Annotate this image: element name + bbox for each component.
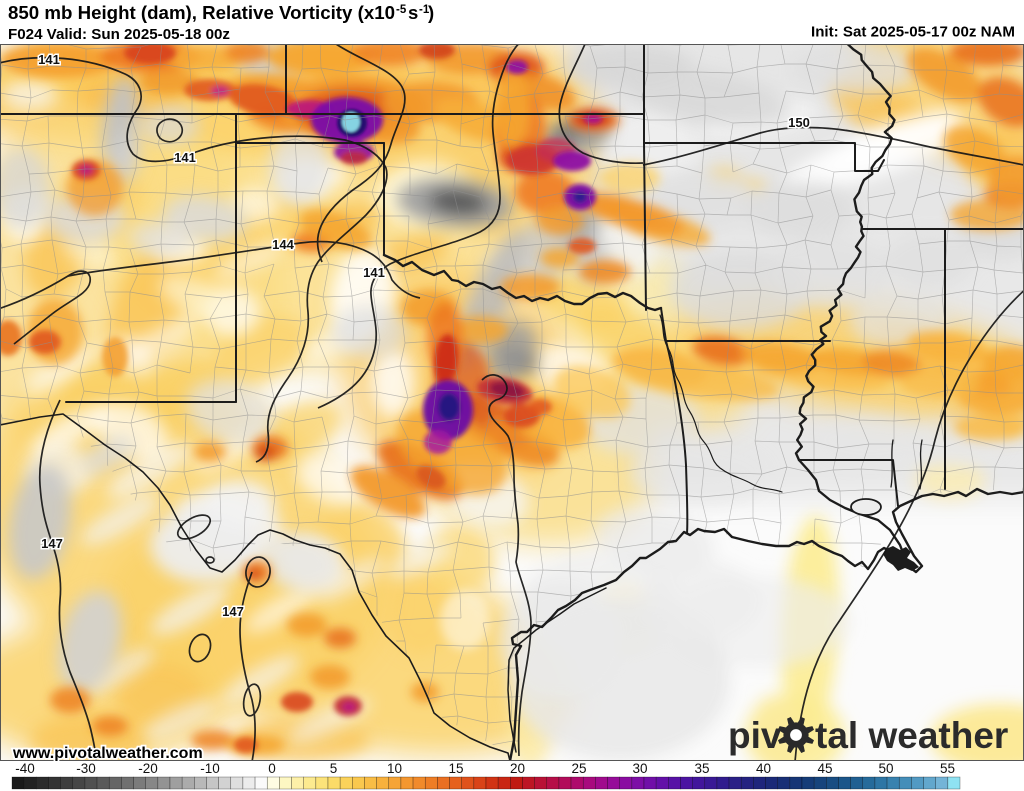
svg-text:F024 Valid: Sun 2025-05-18 00z: F024 Valid: Sun 2025-05-18 00z <box>8 27 230 43</box>
svg-text:55: 55 <box>940 761 955 776</box>
svg-text:20: 20 <box>510 761 525 776</box>
svg-text:30: 30 <box>632 761 647 776</box>
svg-text:-30: -30 <box>76 761 96 776</box>
svg-text:144: 144 <box>272 237 294 252</box>
svg-text:-5: -5 <box>396 4 407 16</box>
svg-text:5: 5 <box>330 761 338 776</box>
svg-text:piv: piv <box>728 715 782 756</box>
svg-text:10: 10 <box>387 761 402 776</box>
svg-text:0: 0 <box>268 761 276 776</box>
svg-text:150: 150 <box>788 115 810 130</box>
svg-text:141: 141 <box>38 52 60 67</box>
svg-text:-20: -20 <box>138 761 158 776</box>
svg-text:www.pivotalweather.com: www.pivotalweather.com <box>12 745 203 762</box>
svg-text:147: 147 <box>41 536 63 551</box>
svg-text:25: 25 <box>571 761 586 776</box>
svg-text:850 mb Height (dam), Relative: 850 mb Height (dam), Relative Vorticity … <box>8 2 395 23</box>
svg-text:-1: -1 <box>419 4 430 16</box>
svg-text:50: 50 <box>878 761 893 776</box>
svg-text:tal weather: tal weather <box>815 715 1008 756</box>
svg-text:Init: Sat 2025-05-17 00z NAM: Init: Sat 2025-05-17 00z NAM <box>811 25 1015 41</box>
svg-text:141: 141 <box>174 150 196 165</box>
svg-text:-10: -10 <box>200 761 220 776</box>
svg-text:): ) <box>428 2 434 23</box>
svg-text:141: 141 <box>363 265 385 280</box>
svg-text:35: 35 <box>694 761 709 776</box>
svg-text:15: 15 <box>448 761 463 776</box>
svg-text:40: 40 <box>756 761 771 776</box>
svg-text:s: s <box>408 2 418 23</box>
svg-text:45: 45 <box>817 761 832 776</box>
svg-text:-40: -40 <box>15 761 35 776</box>
svg-text:147: 147 <box>222 604 244 619</box>
